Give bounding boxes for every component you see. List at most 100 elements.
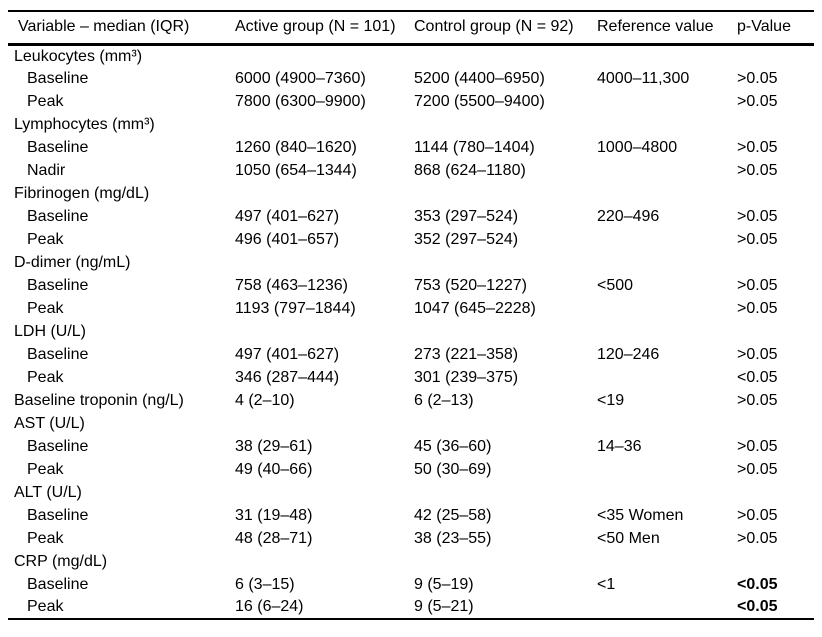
cell-control-group: 1047 (645–2228)	[414, 299, 536, 317]
cell-p-value: >0.05	[737, 276, 778, 294]
column-header-active-group: Active group (N = 101)	[235, 11, 414, 46]
cell-control-group: 9 (5–21)	[414, 598, 474, 615]
table-row: Peak 346 (287–444) 301 (239–375) <0.05	[8, 366, 814, 389]
table-row: Baseline 31 (19–48) 42 (25–58) <35 Women >0.…	[8, 504, 814, 527]
cell-reference-value	[597, 182, 737, 205]
cell-active-group: 758 (463–1236)	[235, 276, 348, 294]
cell-active-group	[235, 182, 414, 205]
header-row: Variable – median (IQR) Active group (N …	[8, 11, 814, 46]
cell-p-value: >0.05	[737, 92, 778, 110]
cell-variable: Nadir	[27, 161, 66, 179]
cell-control-group: 301 (239–375)	[414, 368, 519, 386]
cell-reference-value	[597, 297, 737, 320]
table-row: Nadir 1050 (654–1344) 868 (624–1180) >0.05	[8, 159, 814, 182]
cell-active-group	[235, 113, 414, 136]
table-row: D-dimer (ng/mL)	[8, 251, 814, 274]
table-header: Variable – median (IQR) Active group (N …	[8, 11, 814, 46]
cell-variable: Peak	[27, 368, 64, 386]
cell-reference-value: 220–496	[597, 207, 660, 225]
cell-reference-value	[597, 228, 737, 251]
cell-active-group	[235, 412, 414, 435]
cell-active-group: 6 (3–15)	[235, 575, 295, 593]
cell-reference-value: <1	[597, 575, 616, 593]
cell-control-group	[414, 44, 597, 67]
cell-control-group	[414, 251, 597, 274]
cell-control-group: 753 (520–1227)	[414, 276, 527, 294]
cell-active-group	[235, 320, 414, 343]
cell-active-group: 38 (29–61)	[235, 437, 313, 455]
cell-p-value: >0.05	[737, 161, 778, 179]
cell-active-group	[235, 481, 414, 504]
cell-p-value: <0.05	[737, 575, 778, 593]
table-row: Baseline 6000 (4900–7360) 5200 (4400–6950)…	[8, 67, 814, 90]
cell-variable: Peak	[27, 460, 64, 478]
cell-variable: Baseline	[27, 207, 89, 225]
cell-p-value	[737, 412, 814, 435]
cell-variable: Lymphocytes (mm³)	[14, 115, 155, 133]
column-header-p-value: p-Value	[737, 11, 814, 46]
table-row: Peak 16 (6–24) 9 (5–21) <0.05	[8, 596, 814, 619]
table-row: Baseline 6 (3–15) 9 (5–19) <1 <0.05	[8, 573, 814, 596]
cell-control-group: 45 (36–60)	[414, 437, 492, 455]
cell-control-group: 42 (25–58)	[414, 506, 492, 524]
cell-reference-value	[597, 596, 737, 619]
cell-p-value: >0.05	[737, 506, 778, 524]
cell-variable: AST (U/L)	[14, 414, 85, 432]
cell-active-group: 7800 (6300–9900)	[235, 92, 366, 110]
cell-p-value	[737, 481, 814, 504]
table-row: CRP (mg/dL)	[8, 550, 814, 573]
cell-variable: Peak	[27, 92, 64, 110]
table-row: Peak 7800 (6300–9900) 7200 (5500–9400) >0.0…	[8, 90, 814, 113]
cell-control-group: 353 (297–524)	[414, 207, 519, 225]
cell-control-group	[414, 182, 597, 205]
cell-control-group	[414, 481, 597, 504]
table-row: Lymphocytes (mm³)	[8, 113, 814, 136]
table-row: Baseline 497 (401–627) 353 (297–524) 220–49…	[8, 205, 814, 228]
cell-variable: Peak	[27, 598, 64, 615]
cell-reference-value: <35 Women	[597, 506, 684, 524]
cell-reference-value: <50 Men	[597, 529, 660, 547]
cell-p-value	[737, 550, 814, 573]
cell-p-value: >0.05	[737, 529, 778, 547]
cell-p-value: >0.05	[737, 299, 778, 317]
cell-reference-value	[597, 251, 737, 274]
cell-p-value: >0.05	[737, 345, 778, 363]
cell-active-group: 496 (401–657)	[235, 230, 340, 248]
cell-variable: Baseline	[27, 345, 89, 363]
table-row: Baseline 38 (29–61) 45 (36–60) 14–36 >0.05	[8, 435, 814, 458]
cell-reference-value	[597, 458, 737, 481]
cell-variable: D-dimer (ng/mL)	[14, 253, 131, 271]
cell-control-group: 352 (297–524)	[414, 230, 519, 248]
cell-reference-value: <19	[597, 391, 625, 409]
cell-control-group	[414, 113, 597, 136]
column-header-control-group: Control group (N = 92)	[414, 11, 597, 46]
cell-p-value	[737, 182, 814, 205]
cell-reference-value	[597, 320, 737, 343]
table-row: Baseline 497 (401–627) 273 (221–358) 120–24…	[8, 343, 814, 366]
cell-control-group: 50 (30–69)	[414, 460, 492, 478]
cell-control-group: 38 (23–55)	[414, 529, 492, 547]
cell-active-group: 16 (6–24)	[235, 598, 304, 615]
cell-variable: Baseline troponin (ng/L)	[14, 391, 184, 409]
cell-reference-value: 120–246	[597, 345, 660, 363]
cell-variable: LDH (U/L)	[14, 322, 87, 340]
cell-active-group	[235, 251, 414, 274]
cell-reference-value	[597, 481, 737, 504]
cell-variable: CRP (mg/dL)	[14, 552, 108, 570]
cell-variable: Baseline	[27, 506, 89, 524]
lab-values-table: Variable – median (IQR) Active group (N …	[8, 10, 814, 620]
cell-active-group: 6000 (4900–7360)	[235, 69, 366, 87]
cell-reference-value	[597, 412, 737, 435]
cell-reference-value	[597, 550, 737, 573]
cell-control-group: 5200 (4400–6950)	[414, 69, 545, 87]
cell-control-group	[414, 550, 597, 573]
cell-variable: Baseline	[27, 437, 89, 455]
table-row: Peak 496 (401–657) 352 (297–524) >0.05	[8, 228, 814, 251]
cell-variable: Baseline	[27, 276, 89, 294]
cell-control-group	[414, 412, 597, 435]
cell-control-group: 7200 (5500–9400)	[414, 92, 545, 110]
cell-p-value: >0.05	[737, 230, 778, 248]
cell-variable: Fibrinogen (mg/dL)	[14, 184, 150, 202]
cell-active-group: 48 (28–71)	[235, 529, 313, 547]
